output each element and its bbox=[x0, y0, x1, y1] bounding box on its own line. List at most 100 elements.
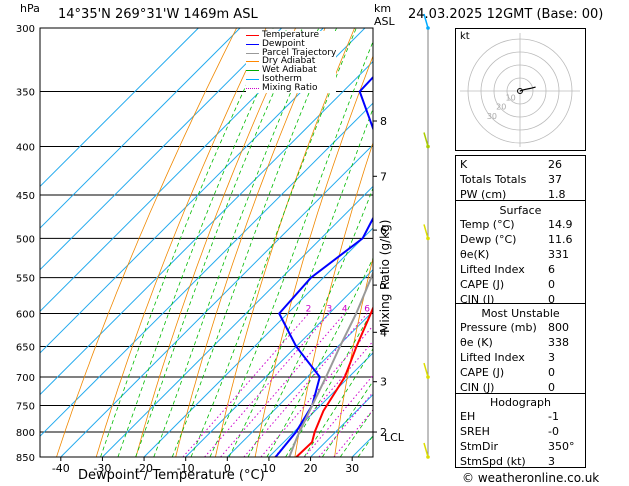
wind-barb bbox=[423, 362, 429, 378]
pressure-tick-label: 550 bbox=[16, 274, 35, 285]
row-value: 0 bbox=[548, 278, 555, 291]
x-tick-label: 0 bbox=[224, 462, 231, 475]
pressure-tick-label: 300 bbox=[16, 24, 35, 35]
legend-label: Wet Adiabat bbox=[262, 65, 317, 76]
table-row: K 26 bbox=[460, 157, 581, 172]
wet-adiabat bbox=[190, 28, 357, 457]
table-row: Totals Totals 37 bbox=[460, 172, 581, 187]
x-axis-label: Dewpoint / Temperature (°C) bbox=[78, 468, 265, 483]
x-tick-label: -40 bbox=[52, 462, 70, 475]
legend-label: Dewpoint bbox=[262, 38, 305, 49]
table-row: StmDir 350° bbox=[460, 439, 581, 454]
legend-swatch bbox=[246, 87, 259, 89]
axes: 300350400450500550600650700750800850-40-… bbox=[16, 24, 405, 475]
isotherm-line bbox=[40, 102, 373, 437]
x-tick-label: 30 bbox=[345, 462, 359, 475]
series-temperature bbox=[295, 305, 373, 457]
mixing-ratio-label: 2 bbox=[306, 305, 312, 315]
row-label: EH bbox=[460, 410, 476, 423]
row-value: 37 bbox=[548, 173, 562, 186]
row-value: 11.6 bbox=[548, 233, 573, 246]
mixing-ratio-label: 4 bbox=[342, 305, 348, 315]
surface-panel: Surface Temp (°C) 14.9 Dewp (°C) 11.6 θe(K) 3… bbox=[455, 200, 586, 306]
wet-adiabat bbox=[228, 107, 373, 457]
isotherm-line bbox=[40, 28, 241, 229]
row-value: 0 bbox=[548, 293, 555, 306]
mixing-ratio-line bbox=[243, 313, 368, 457]
pressure-tick-label: 400 bbox=[16, 143, 35, 154]
most-unstable-panel: Most Unstable Pressure (mb) 800 θe (K) 338 L… bbox=[455, 303, 586, 395]
table-row: CIN (J) 0 bbox=[460, 292, 581, 307]
x-tick-label: -30 bbox=[93, 462, 111, 475]
x-tick-label: -10 bbox=[177, 462, 195, 475]
pressure-tick-label: 800 bbox=[16, 428, 35, 439]
row-label: K bbox=[460, 158, 468, 171]
row-label: Dewp (°C) bbox=[460, 233, 517, 246]
table-row: Pressure (mb) 800 bbox=[460, 320, 581, 335]
legend-swatch bbox=[246, 35, 259, 36]
wind-barb-dot bbox=[426, 236, 430, 241]
row-value: -1 bbox=[548, 410, 559, 423]
hodograph-ring-label: 20 bbox=[496, 103, 506, 112]
pressure-tick-label: 500 bbox=[16, 234, 35, 245]
indices-panel: K 26 Totals Totals 37 PW (cm) 1.8 bbox=[455, 155, 586, 206]
hodograph-stats-title: Hodograph bbox=[490, 396, 551, 409]
x-tick-label: 10 bbox=[262, 462, 276, 475]
row-label: CIN (J) bbox=[460, 381, 495, 394]
isotherm-line bbox=[40, 28, 283, 271]
datetime-title: 24.03.2025 12GMT (Base: 00) bbox=[408, 7, 604, 22]
surface-title: Surface bbox=[499, 204, 542, 217]
legend-label: Isotherm bbox=[262, 73, 302, 84]
dry-adiabat bbox=[135, 28, 296, 457]
wet-adiabat bbox=[321, 380, 373, 457]
row-value: 800 bbox=[548, 321, 569, 334]
pressure-tick-label: 450 bbox=[16, 191, 35, 202]
table-row: Temp (°C) 14.9 bbox=[460, 217, 581, 232]
row-label: PW (cm) bbox=[460, 188, 507, 201]
wind-barb-dot bbox=[426, 455, 430, 459]
legend-swatch bbox=[246, 52, 259, 54]
row-value: 350° bbox=[548, 440, 575, 453]
pressure-tick-label: 750 bbox=[16, 401, 35, 412]
hodograph-unit-label: kt bbox=[460, 31, 470, 42]
row-label: θe(K) bbox=[460, 248, 490, 261]
series-parcel-trajectory bbox=[288, 269, 373, 457]
legend-item: Mixing Ratio bbox=[246, 83, 336, 93]
row-value: 3 bbox=[548, 455, 555, 468]
isotherm-line bbox=[185, 268, 373, 457]
km-tick-label: 8 bbox=[380, 115, 387, 128]
isotherm-line bbox=[40, 28, 199, 188]
mixing-ratio-axis-label: Mixing Ratio (g/kg) bbox=[378, 219, 392, 333]
mixing-ratio-label: 20 bbox=[434, 305, 446, 315]
table-row: StmSpd (kt) 3 bbox=[460, 454, 581, 469]
plot-frame bbox=[39, 27, 374, 458]
dry-adiabat bbox=[254, 55, 373, 457]
table-row: θe(K) 331 bbox=[460, 247, 581, 262]
hodograph-ring-label: 10 bbox=[506, 93, 516, 102]
pressure-tick-label: 700 bbox=[16, 373, 35, 384]
row-value: 3 bbox=[548, 351, 555, 364]
legend-item: Parcel Trajectory bbox=[246, 48, 336, 58]
km-label: km bbox=[374, 2, 392, 15]
table-row: SREH -0 bbox=[460, 424, 581, 439]
isotherm-line bbox=[226, 310, 373, 457]
table-row: CAPE (J) 0 bbox=[460, 365, 581, 380]
x-tick-label: -20 bbox=[135, 462, 153, 475]
row-value: 26 bbox=[548, 158, 562, 171]
legend-swatch bbox=[246, 61, 259, 63]
km-tick-label: 4 bbox=[380, 326, 387, 339]
location-title: 14°35'N 269°31'W 1469m ASL bbox=[58, 7, 258, 22]
hodograph-ring-label: 30 bbox=[487, 112, 497, 121]
row-label: Lifted Index bbox=[460, 351, 525, 364]
wet-adiabat bbox=[117, 28, 288, 457]
wet-adiabat bbox=[100, 28, 274, 457]
legend-swatch bbox=[246, 70, 259, 72]
km-tick-label: 6 bbox=[380, 224, 387, 237]
dry-adiabat bbox=[611, 28, 629, 457]
mixing-ratio-label: 3 bbox=[327, 305, 333, 315]
km-tick-label: 2 bbox=[380, 426, 387, 439]
isotherm-line bbox=[60, 144, 373, 457]
plot-area: 2 3 4 6 8 10 16 20 25 bbox=[40, 28, 629, 457]
km-tick-label: 7 bbox=[380, 170, 387, 183]
